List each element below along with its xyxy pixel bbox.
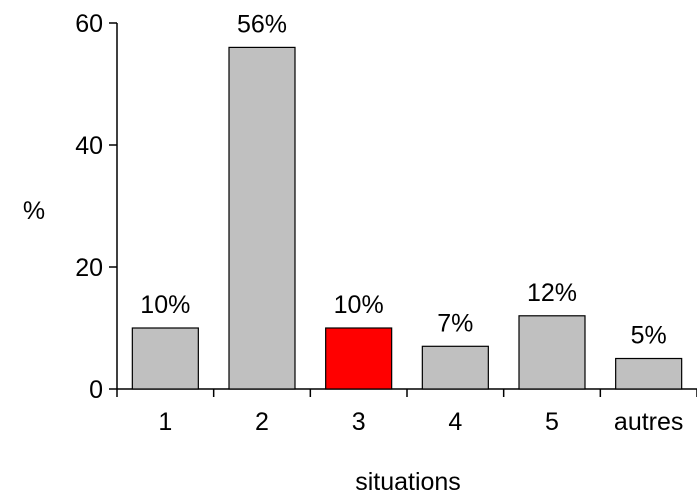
data-labels: 10% 56% 10% 7% 12% 5% [140, 10, 666, 349]
data-label: 10% [334, 291, 384, 319]
x-tick-label: 5 [545, 408, 559, 436]
data-label: 7% [437, 309, 473, 337]
x-axis-title: situations [355, 468, 461, 496]
y-axis-title: % [23, 197, 45, 225]
data-label: 10% [140, 291, 190, 319]
x-tick-label: autres [614, 408, 683, 436]
x-tick-label: 2 [255, 408, 269, 436]
y-tick-label: 40 [75, 132, 103, 160]
bar-4 [421, 345, 489, 390]
x-tick-label: 4 [448, 408, 462, 436]
x-tick-label: 1 [158, 408, 172, 436]
data-label: 5% [631, 322, 667, 350]
bar-3 [325, 327, 393, 390]
y-tick-label: 0 [89, 376, 103, 404]
bar-2 [228, 46, 296, 390]
bar-5 [518, 315, 586, 390]
data-label: 56% [237, 10, 287, 38]
y-tick-label: 20 [75, 254, 103, 282]
bar-1 [131, 327, 199, 390]
axes: 0 20 40 60 1 2 3 4 5 autres [75, 10, 697, 436]
y-tick-label: 60 [75, 10, 103, 38]
bars [131, 46, 683, 390]
x-tick-label: 3 [352, 408, 366, 436]
data-label: 12% [527, 279, 577, 307]
bar-autres [615, 357, 683, 390]
